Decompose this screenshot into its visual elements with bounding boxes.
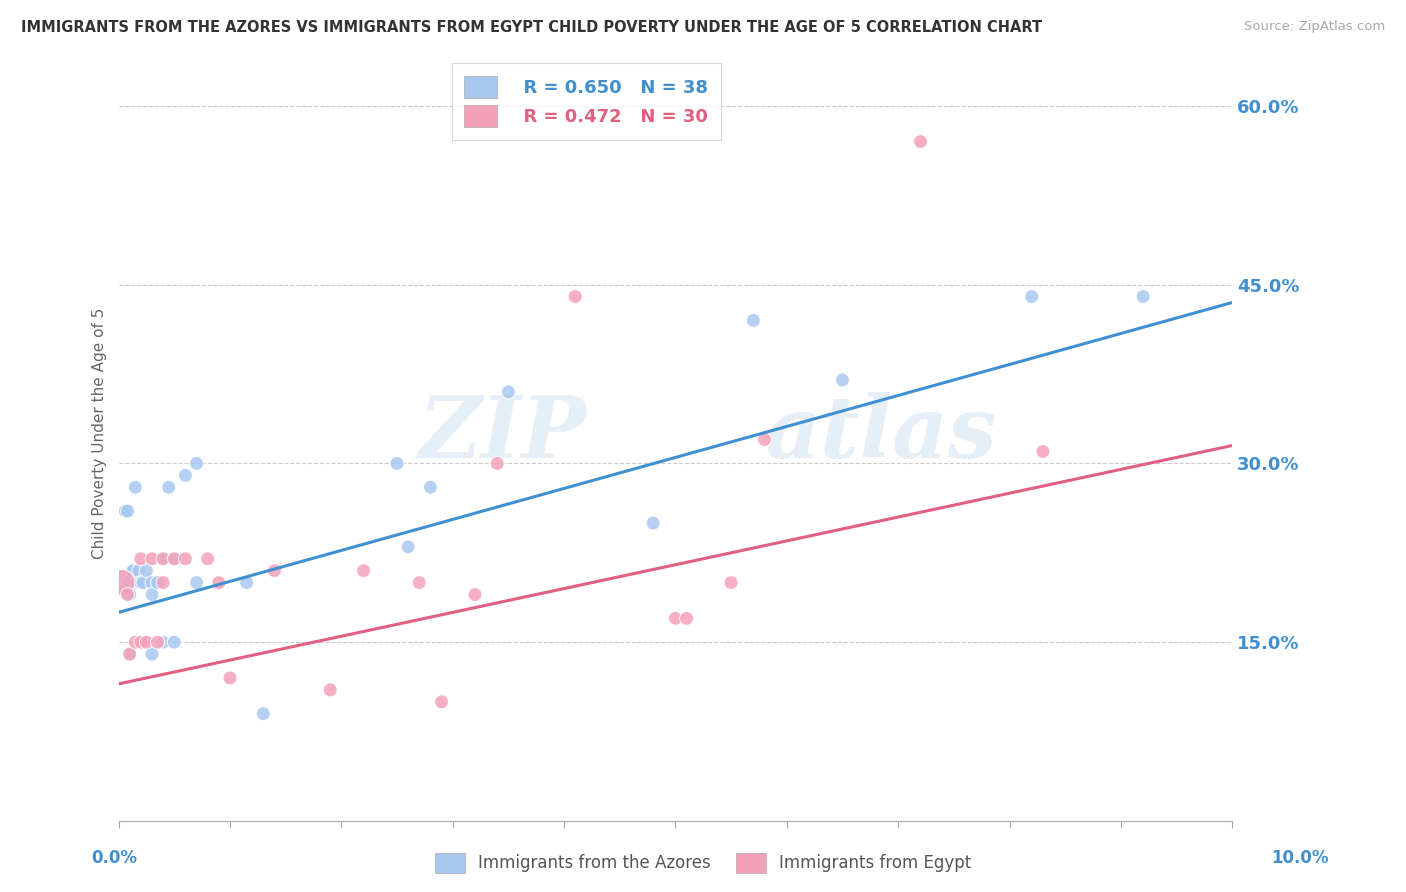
Point bbox=[122, 564, 145, 578]
Text: ZIP: ZIP bbox=[419, 392, 586, 475]
Y-axis label: Child Poverty Under the Age of 5: Child Poverty Under the Age of 5 bbox=[93, 308, 107, 559]
Point bbox=[664, 611, 686, 625]
Point bbox=[163, 551, 186, 566]
Point bbox=[419, 480, 441, 494]
Point bbox=[186, 457, 208, 471]
Point bbox=[152, 551, 174, 566]
Point bbox=[754, 433, 776, 447]
Point bbox=[430, 695, 453, 709]
Point bbox=[1132, 289, 1154, 303]
Point bbox=[353, 564, 375, 578]
Point bbox=[129, 551, 152, 566]
Text: 10.0%: 10.0% bbox=[1271, 849, 1329, 867]
Point bbox=[146, 575, 169, 590]
Point bbox=[1021, 289, 1043, 303]
Point bbox=[219, 671, 242, 685]
Point bbox=[114, 504, 136, 518]
Point bbox=[408, 575, 430, 590]
Point bbox=[464, 588, 486, 602]
Point bbox=[141, 588, 163, 602]
Point bbox=[675, 611, 697, 625]
Point bbox=[174, 468, 197, 483]
Point bbox=[396, 540, 419, 554]
Point bbox=[141, 551, 163, 566]
Point bbox=[129, 575, 152, 590]
Point bbox=[117, 575, 139, 590]
Point bbox=[1032, 444, 1054, 458]
Point bbox=[186, 575, 208, 590]
Point bbox=[111, 575, 134, 590]
Point bbox=[742, 313, 765, 327]
Point bbox=[118, 647, 141, 661]
Point bbox=[117, 588, 139, 602]
Point bbox=[118, 588, 141, 602]
Point bbox=[910, 135, 932, 149]
Point bbox=[319, 682, 342, 697]
Point bbox=[486, 457, 509, 471]
Point bbox=[124, 480, 146, 494]
Point bbox=[157, 480, 180, 494]
Point bbox=[197, 551, 219, 566]
Point bbox=[125, 575, 148, 590]
Point bbox=[117, 504, 139, 518]
Point bbox=[121, 564, 143, 578]
Point bbox=[263, 564, 285, 578]
Text: atlas: atlas bbox=[765, 392, 997, 475]
Point bbox=[111, 575, 134, 590]
Text: 0.0%: 0.0% bbox=[91, 849, 138, 867]
Point bbox=[118, 647, 141, 661]
Point bbox=[163, 635, 186, 649]
Text: IMMIGRANTS FROM THE AZORES VS IMMIGRANTS FROM EGYPT CHILD POVERTY UNDER THE AGE : IMMIGRANTS FROM THE AZORES VS IMMIGRANTS… bbox=[21, 20, 1042, 35]
Point bbox=[141, 575, 163, 590]
Point bbox=[132, 575, 155, 590]
Point bbox=[163, 551, 186, 566]
Point bbox=[124, 635, 146, 649]
Point bbox=[152, 551, 174, 566]
Point bbox=[146, 635, 169, 649]
Point bbox=[135, 635, 157, 649]
Point bbox=[135, 564, 157, 578]
Legend:   R = 0.650   N = 38,   R = 0.472   N = 30: R = 0.650 N = 38, R = 0.472 N = 30 bbox=[451, 63, 721, 139]
Point bbox=[208, 575, 231, 590]
Point bbox=[498, 384, 520, 399]
Point bbox=[385, 457, 408, 471]
Text: Source: ZipAtlas.com: Source: ZipAtlas.com bbox=[1244, 20, 1385, 33]
Point bbox=[128, 564, 150, 578]
Point bbox=[129, 575, 152, 590]
Point bbox=[152, 635, 174, 649]
Point bbox=[252, 706, 274, 721]
Point bbox=[831, 373, 853, 387]
Point bbox=[720, 575, 742, 590]
Point bbox=[129, 635, 152, 649]
Point bbox=[152, 575, 174, 590]
Legend: Immigrants from the Azores, Immigrants from Egypt: Immigrants from the Azores, Immigrants f… bbox=[427, 847, 979, 880]
Point bbox=[235, 575, 257, 590]
Point bbox=[564, 289, 586, 303]
Point bbox=[174, 551, 197, 566]
Point bbox=[643, 516, 665, 530]
Point bbox=[141, 647, 163, 661]
